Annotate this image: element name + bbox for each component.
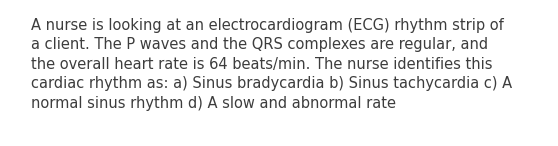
- Text: A nurse is looking at an electrocardiogram (ECG) rhythm strip of
a client. The P: A nurse is looking at an electrocardiogr…: [31, 18, 512, 111]
